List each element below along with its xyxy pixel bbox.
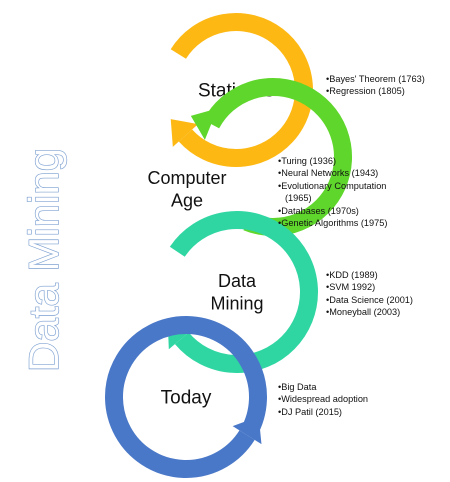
bullet-item: Data Science (2001) (326, 294, 413, 306)
stage-label: Computer (147, 168, 226, 188)
stage-1-bullets: Bayes' Theorem (1763) Regression (1805) (326, 73, 425, 98)
ring-arc (169, 211, 318, 373)
bullet-item: Moneyball (2003) (326, 306, 413, 318)
bullet-continuation: (1965) (285, 193, 312, 204)
vertical-title: Data Mining (20, 148, 67, 372)
ring-arrowhead (170, 119, 199, 147)
bullet-item: SVM 1992) (326, 281, 413, 293)
stage-label: Today (161, 388, 212, 409)
ring-arrowhead (190, 108, 218, 140)
bullet-item: Turing (1936) (278, 155, 387, 167)
stage-3-bullets: KDD (1989) SVM 1992) Data Science (2001)… (326, 269, 413, 319)
bullet-item: Widespread adoption (278, 393, 368, 405)
bullet-item: Evolutionary Computation (278, 180, 387, 192)
bullet-item: Neural Networks (1943) (278, 167, 387, 179)
ring-arc (170, 13, 313, 167)
stage-ring: Today (105, 316, 267, 478)
ring-arrowhead (232, 416, 262, 445)
bullet-item: DJ Patil (2015) (278, 406, 368, 418)
stage-label: Data (218, 271, 257, 291)
stage-ring: Data Mining (167, 211, 318, 373)
stage-4-bullets: Big Data Widespread adoption DJ Patil (2… (278, 381, 368, 418)
bullet-item: Databases (1970s) (278, 205, 387, 217)
stage-label: Mining (210, 294, 263, 314)
stage-2-bullets: Turing (1936) Neural Networks (1943) Evo… (278, 155, 387, 229)
stage-label: Age (171, 191, 203, 211)
bullet-item: KDD (1989) (326, 269, 413, 281)
bullet-item: Bayes' Theorem (1763) (326, 73, 425, 85)
bullet-item: Big Data (278, 381, 368, 393)
ring-arc (105, 316, 267, 478)
bullet-item: Genetic Algorithms (1975) (278, 217, 387, 229)
bullet-item: Regression (1805) (326, 85, 425, 97)
